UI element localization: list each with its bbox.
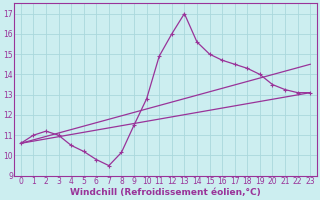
X-axis label: Windchill (Refroidissement éolien,°C): Windchill (Refroidissement éolien,°C) [70, 188, 261, 197]
